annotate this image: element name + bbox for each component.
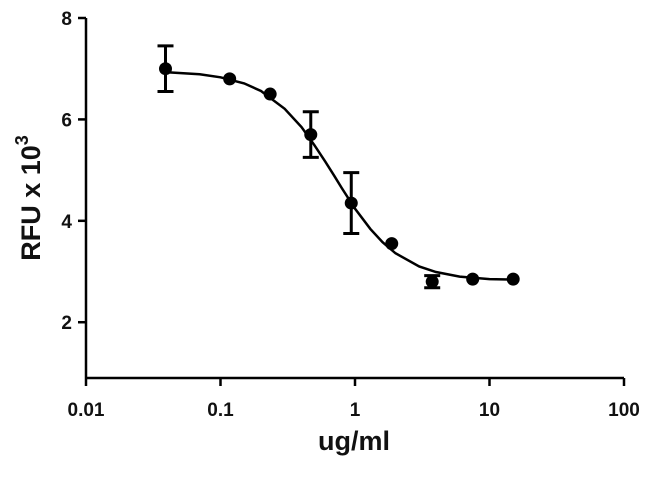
y-axis-label-exponent: 3: [12, 135, 32, 145]
x-tick-label: 100: [608, 400, 640, 421]
y-tick-label: 8: [61, 9, 72, 30]
y-axis-label: RFU x 103: [12, 135, 46, 261]
x-tick-label: 0.1: [207, 400, 234, 421]
x-tick-label: 1: [350, 400, 361, 421]
fit-curve: [166, 71, 514, 281]
y-tick-label: 4: [61, 212, 72, 233]
data-point: [385, 237, 399, 251]
data-point: [506, 272, 520, 286]
data-point: [158, 62, 172, 76]
data-point: [344, 196, 358, 210]
y-axis-label-text: RFU x 10: [16, 145, 46, 261]
y-tick-label: 6: [61, 110, 72, 131]
data-point: [263, 87, 277, 101]
data-point: [223, 72, 237, 86]
x-tick-label: 10: [479, 400, 500, 421]
x-axis-label: ug/ml: [318, 426, 390, 456]
data-point: [304, 128, 318, 142]
data-point: [466, 272, 480, 286]
y-tick-label: 2: [61, 313, 72, 334]
x-tick-label: 0.01: [68, 400, 105, 421]
data-point: [425, 275, 439, 289]
